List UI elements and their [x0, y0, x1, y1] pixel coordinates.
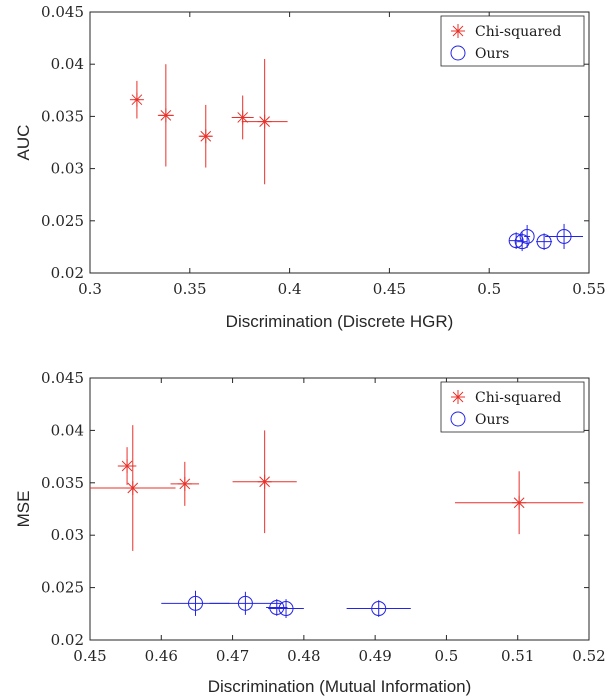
asterisk-marker — [125, 481, 140, 496]
legend-label-ours: Ours — [475, 46, 509, 62]
data-point-ours — [346, 600, 411, 617]
y-tick-label: 0.035 — [41, 474, 84, 492]
data-point-chi-squared — [157, 64, 174, 167]
x-tick-label: 0.35 — [173, 280, 206, 298]
asterisk-stroke — [127, 482, 139, 494]
data-point-chi-squared — [117, 447, 137, 485]
asterisk-stroke — [160, 110, 172, 121]
y-tick-label: 0.035 — [41, 107, 84, 125]
y-tick-label: 0.03 — [51, 526, 84, 544]
x-tick-label: 0.45 — [373, 280, 406, 298]
x-tick-label: 0.49 — [358, 647, 391, 665]
legend-marker-ours — [450, 411, 466, 427]
data-point-ours — [268, 599, 304, 618]
legend-label-chi-squared: Chi-squared — [475, 390, 561, 406]
asterisk-stroke — [121, 460, 133, 472]
asterisk-marker — [177, 476, 192, 491]
x-tick-label: 0.45 — [73, 647, 106, 665]
data-point-ours — [519, 224, 535, 248]
asterisk-marker — [257, 474, 272, 489]
x-tick-label: 0.48 — [287, 647, 320, 665]
data-point-chi-squared — [129, 80, 144, 119]
asterisk-marker — [512, 495, 527, 510]
data-point-chi-squared — [90, 425, 176, 551]
y-tick-label: 0.025 — [41, 579, 84, 597]
legend-marker-chi-squared — [451, 24, 465, 38]
data-layer — [90, 425, 584, 618]
chart-auc-vs-hgr: 0.3 0.35 0.4 0.45 0.5 0.55 0.02 0.025 0.03 0.035 0… — [14, 3, 606, 331]
circle-marker — [278, 601, 294, 617]
asterisk-stroke — [237, 112, 249, 123]
circle-marker — [514, 234, 530, 250]
y-tick-label: 0.045 — [41, 3, 84, 21]
y-tick-label: 0.045 — [41, 369, 84, 387]
axis-ticks: 0.45 0.46 0.47 0.48 0.49 0.5 0.51 0.52 0.02 0.025… — [41, 369, 606, 665]
legend-label-chi-squared: Chi-squared — [475, 24, 561, 40]
asterisk-stroke — [131, 94, 143, 106]
asterisk-marker — [158, 108, 173, 123]
circle-marker — [371, 601, 387, 617]
axis-ticks: 0.3 0.35 0.4 0.45 0.5 0.55 0.02 0.025 0.03 0.035 0… — [41, 3, 606, 298]
data-layer — [129, 58, 584, 252]
circle-marker — [237, 595, 253, 611]
data-point-chi-squared — [241, 58, 288, 185]
x-axis-label: Discrimination (Discrete HGR) — [226, 312, 454, 331]
asterisk-stroke — [179, 478, 191, 490]
asterisk-marker — [198, 129, 213, 144]
asterisk-stroke — [259, 476, 271, 488]
data-point-ours — [545, 223, 584, 249]
y-tick-label: 0.02 — [51, 264, 84, 282]
circle-marker — [536, 234, 552, 250]
asterisk-marker — [120, 459, 135, 474]
asterisk-stroke — [200, 130, 212, 142]
circle-marker — [269, 600, 285, 616]
asterisk-stroke — [513, 497, 525, 509]
data-point-ours — [508, 232, 524, 249]
y-tick-label: 0.02 — [51, 631, 84, 649]
data-point-ours — [209, 591, 282, 615]
legend-box — [440, 15, 585, 67]
data-point-ours — [266, 599, 288, 616]
data-point-chi-squared — [198, 104, 213, 168]
legend: Chi-squared Ours — [440, 381, 585, 433]
circle-marker — [556, 228, 572, 244]
y-tick-label: 0.04 — [51, 55, 84, 73]
y-tick-label: 0.04 — [51, 421, 84, 439]
circle-marker — [519, 228, 535, 244]
asterisk-marker — [129, 92, 144, 107]
legend-marker-ours — [450, 45, 466, 61]
y-tick-label: 0.025 — [41, 212, 84, 230]
x-tick-label: 0.5 — [434, 647, 458, 665]
x-tick-label: 0.5 — [477, 280, 501, 298]
y-axis-label: AUC — [14, 125, 33, 161]
x-tick-label: 0.51 — [501, 647, 534, 665]
legend-label-ours: Ours — [475, 412, 509, 428]
legend-box — [440, 381, 585, 433]
legend-marker-chi-squared — [451, 390, 465, 404]
chart-mse-vs-mi: 0.45 0.46 0.47 0.48 0.49 0.5 0.51 0.52 0.02 0.025… — [14, 369, 606, 696]
x-tick-label: 0.47 — [216, 647, 249, 665]
circle-marker — [508, 233, 524, 249]
x-tick-label: 0.4 — [278, 280, 302, 298]
x-tick-label: 0.3 — [78, 280, 102, 298]
y-tick-label: 0.03 — [51, 160, 84, 178]
legend: Chi-squared Ours — [440, 15, 585, 67]
data-point-chi-squared — [232, 430, 297, 534]
x-tick-label: 0.52 — [572, 647, 605, 665]
asterisk-marker — [235, 110, 250, 125]
x-tick-label: 0.55 — [572, 280, 605, 298]
data-point-chi-squared — [454, 471, 584, 535]
y-axis-label: MSE — [14, 491, 33, 528]
data-point-ours — [536, 233, 553, 251]
x-axis-label: Discrimination (Mutual Information) — [208, 677, 472, 696]
data-point-chi-squared — [170, 461, 200, 506]
x-tick-label: 0.46 — [145, 647, 178, 665]
asterisk-marker — [257, 114, 272, 129]
asterisk-stroke — [259, 116, 271, 127]
circle-marker — [188, 595, 204, 611]
